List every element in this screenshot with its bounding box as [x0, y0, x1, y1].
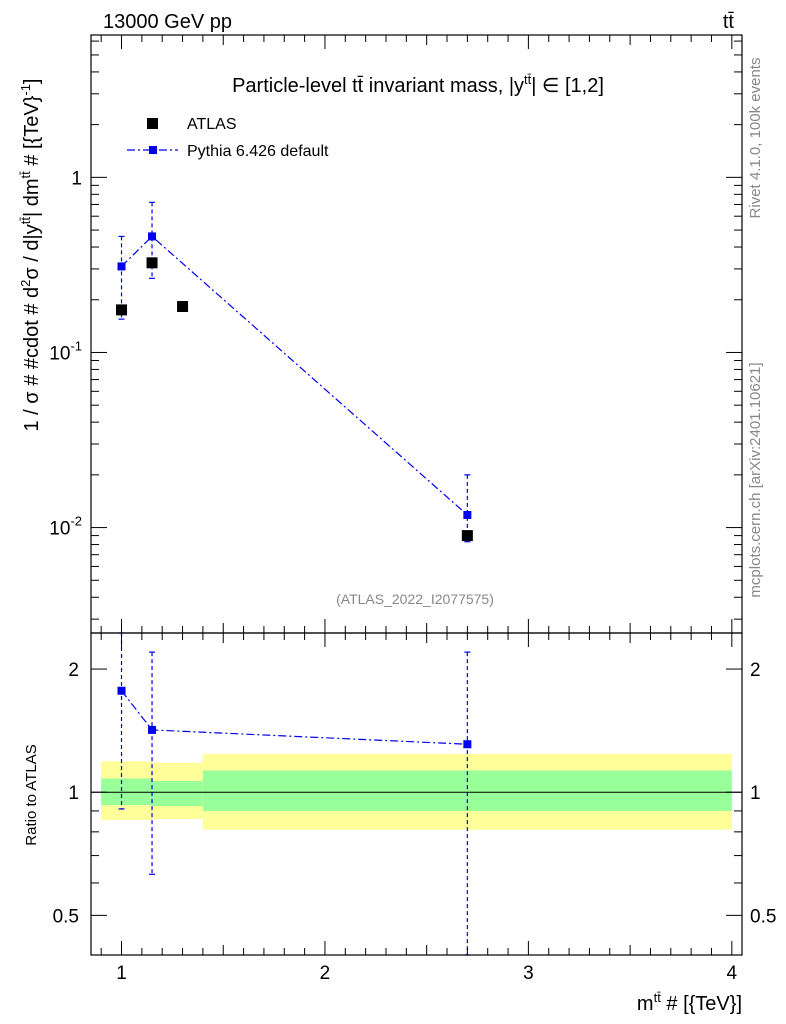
legend-marker-pythia [149, 146, 157, 154]
x-axis-label: mtt̄ # [{TeV}] [637, 990, 742, 1015]
data-point-3 [461, 530, 473, 542]
data-point-1 [146, 257, 158, 269]
x-tick-label-1: 2 [320, 963, 331, 984]
main-ytick-label-exp: -2 [70, 514, 82, 529]
data-point-2 [177, 301, 189, 313]
mc-series-ratio [117, 632, 472, 956]
main-ytick-label-1: 10-1 [49, 338, 82, 364]
process-label: tt̄ [723, 11, 735, 33]
analysis-id-label: (ATLAS_2022_I2077575) [336, 591, 494, 607]
x-tick-label-2: 3 [523, 963, 534, 984]
legend-label-pythia: Pythia 6.426 default [187, 143, 329, 160]
main-ytick-label-0: 10-2 [49, 514, 82, 540]
ratio-ytick-label-right-1: 1 [750, 783, 761, 804]
mcplots-label: mcplots.cern.ch [arXiv:2401.10621] [747, 362, 764, 597]
energy-label: 13000 GeV pp [103, 11, 232, 33]
ratio-ylabel: Ratio to ATLAS [23, 744, 40, 845]
legend-marker-atlas [147, 118, 158, 129]
rivet-version-label: Rivet 4.1.0, 100k events [747, 58, 764, 219]
data-point-0 [116, 304, 128, 316]
main-ytick-label-base: 1 [71, 168, 82, 189]
x-tick-label-3: 4 [727, 963, 738, 984]
ratio-band-inner-1 [152, 781, 203, 807]
mc-series-main [117, 201, 472, 543]
main-ytick-label-exp: -1 [70, 338, 82, 353]
data-series-main [116, 257, 473, 542]
main-ytick-label-base: 10 [49, 343, 70, 364]
ratio-ytick-label-right-0: 0.5 [750, 906, 776, 927]
x-tick-label-0: 1 [116, 963, 127, 984]
ratio-ytick-label-right-2: 2 [750, 660, 761, 681]
mc-main-point-1 [148, 232, 157, 241]
ratio-ytick-label-1: 1 [68, 783, 79, 804]
ratio-ytick-label-0: 0.5 [53, 906, 79, 927]
legend-label-atlas: ATLAS [187, 116, 237, 133]
main-ytick-label-base: 10 [49, 519, 70, 540]
ratio-axes: 1 2 3 4 0.5 0.5 1 1 2 2 [53, 632, 776, 984]
mc-ratio-line [121, 690, 468, 745]
main-ytick-label-2: 1 [71, 168, 82, 189]
mc-main-line [121, 235, 468, 516]
mc-ratio-point-0 [117, 686, 126, 695]
mc-main-point-0 [117, 262, 126, 271]
ratio-band-inner-2 [202, 770, 732, 811]
mc-ratio-point-2 [463, 740, 472, 749]
mc-main-point-2 [463, 510, 472, 519]
chart-title: Particle-level tt̄ invariant mass, |ytt̄… [232, 72, 604, 97]
main-ylabel: 1 / σ # #cdot # d2σ / d|ytt̄| dmtt̄ # [{… [18, 78, 43, 431]
mc-ratio-point-1 [148, 725, 157, 734]
main-panel: 10-210-11 Particle-level tt̄ invariant m… [18, 34, 743, 634]
ratio-panel: 1 2 3 4 0.5 0.5 1 1 2 2 Ratio to ATLAS mtt̄ # [{T… [23, 632, 776, 1015]
ratio-frame [90, 632, 743, 956]
ratio-ytick-label-2: 2 [68, 660, 79, 681]
